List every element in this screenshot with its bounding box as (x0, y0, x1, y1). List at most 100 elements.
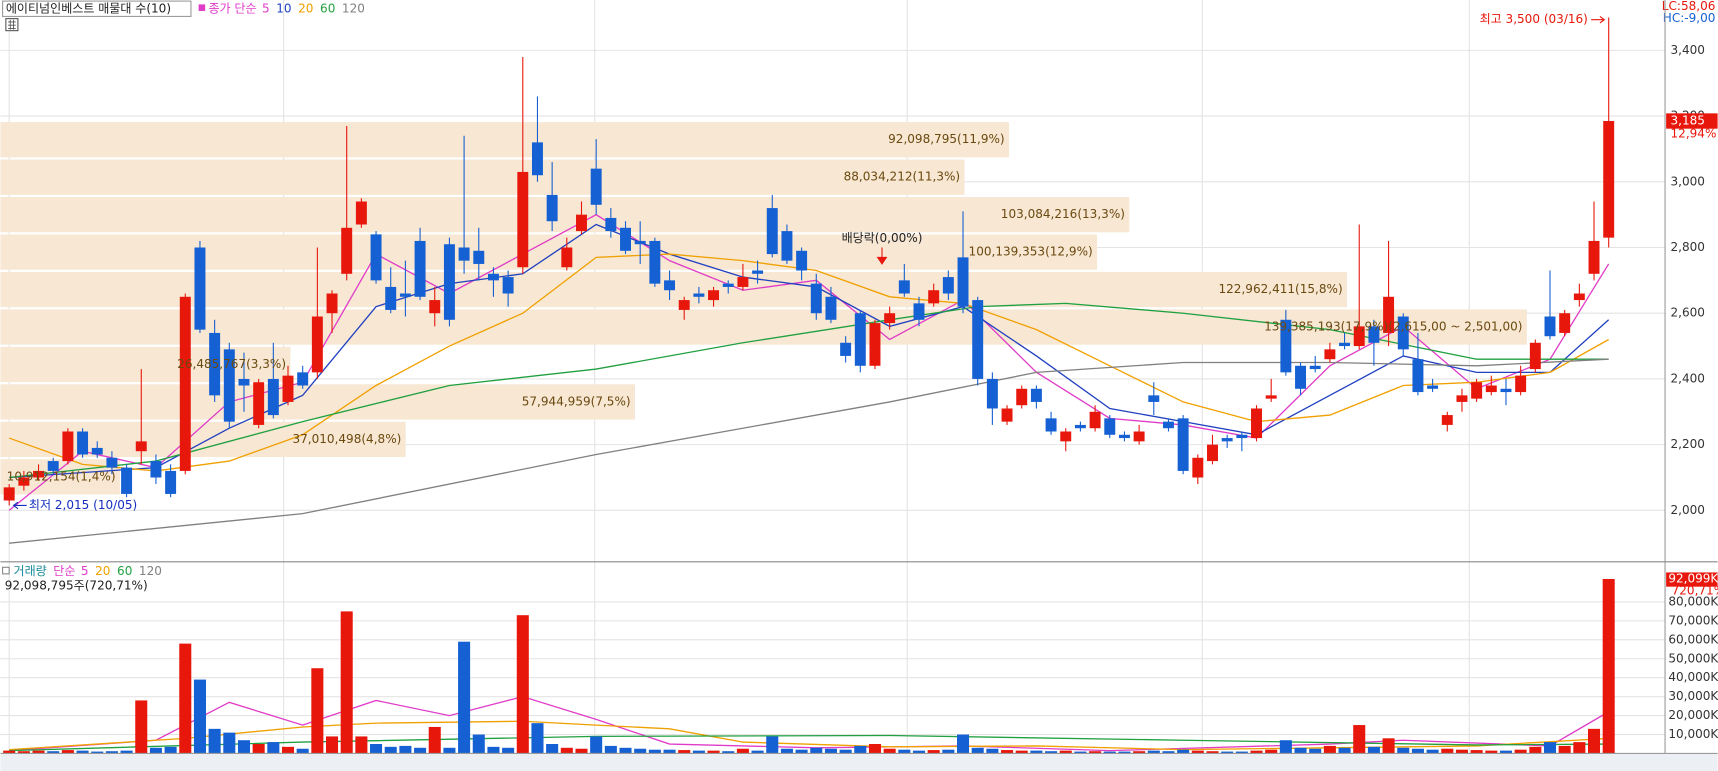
candle-body (1500, 388, 1512, 393)
volume-bar (414, 747, 427, 754)
dividend-annotation: 배당락(0,00%) (842, 231, 923, 245)
volume-bar (281, 746, 295, 754)
volume-bar (1353, 725, 1366, 754)
candle-body (414, 240, 426, 297)
volume-bar (355, 736, 368, 754)
candle-body (1368, 326, 1380, 343)
candle-body (1397, 316, 1409, 350)
candle-body (1309, 365, 1321, 370)
volume-bar (619, 747, 632, 754)
candle-body (62, 431, 74, 462)
volume-bar (707, 750, 720, 754)
candle-body (957, 257, 969, 307)
volume-bar (3, 750, 16, 754)
candle-body (825, 296, 837, 320)
legend-entry: 20 (95, 564, 110, 578)
candle-body (634, 240, 646, 245)
hc-label: HC:-9,00 (1663, 11, 1716, 25)
profile-label: 122,962,411(15,8%) (1218, 282, 1342, 296)
volume-bar (1074, 751, 1087, 754)
candle-body (1588, 240, 1600, 274)
candle-body (620, 227, 631, 251)
volume-bar (17, 751, 30, 754)
volume-bar (1529, 746, 1542, 754)
candle-body (238, 378, 250, 386)
volume-bar (516, 615, 529, 754)
arrow (12, 501, 27, 510)
candle-body (1559, 313, 1571, 333)
candle-body (898, 280, 910, 294)
candle-body (531, 142, 543, 176)
volume-bar (32, 750, 45, 754)
candle-body (311, 316, 323, 373)
volume-bar (663, 749, 676, 754)
volume-bar (1470, 750, 1483, 754)
price-tag (1666, 113, 1718, 129)
price-tag-label: 3,185 (1671, 114, 1705, 128)
candle-body (928, 290, 940, 304)
candle-body (781, 231, 793, 261)
y-tick-label: 2,000 (1671, 503, 1705, 517)
volume-tag (1666, 572, 1718, 587)
volume-bar (1455, 749, 1468, 754)
volume-bar (1147, 750, 1160, 754)
candle-body (664, 280, 676, 291)
y-tick-label: 2,800 (1671, 240, 1705, 254)
volume-bar (780, 748, 793, 754)
ma-line (9, 695, 1609, 752)
candle-body (1544, 316, 1556, 337)
volume-bar (575, 748, 588, 754)
candle-body (370, 234, 382, 281)
volume-bar (1543, 742, 1557, 754)
profile-label: 26,485,767(3,3%) (177, 357, 286, 371)
y-tick-label: 50,000K (1668, 651, 1718, 665)
candle-body (1177, 418, 1189, 471)
volume-bar (810, 747, 823, 754)
candle-body (91, 447, 103, 455)
volume-bar (384, 746, 397, 754)
volume-bar (179, 643, 192, 754)
profile-label: 37,010,498(4,8%) (292, 432, 401, 446)
candle-body (487, 273, 499, 281)
candle-body (165, 470, 177, 494)
volume-bar (898, 749, 911, 754)
volume-bar (1001, 750, 1014, 754)
volume-bar (986, 748, 999, 754)
candle-body (1030, 388, 1042, 402)
candle-body (1485, 385, 1497, 393)
candle-body (341, 227, 353, 274)
candle-body (1295, 365, 1307, 389)
candle-body (47, 461, 59, 471)
candle-body (1045, 418, 1057, 432)
volume-bar (634, 748, 647, 754)
y-tick-label: 3,400 (1671, 43, 1705, 57)
volume-bar (91, 751, 104, 754)
volume-bar (692, 750, 705, 754)
candle-body (722, 283, 734, 287)
candle-body (502, 277, 514, 294)
title: 에이티넘인베스트 매물대 수(10) (6, 1, 171, 15)
candle-body (1573, 293, 1585, 301)
volume-bar (1309, 748, 1322, 754)
volume-tag-label: 92,099K (1668, 572, 1718, 586)
volume-title: 거래량 (14, 564, 47, 578)
volume-bar (193, 679, 206, 754)
profile-label: 57,944,959(7,5%) (522, 394, 631, 408)
arrow (1591, 15, 1606, 24)
volume-bar (1485, 750, 1498, 754)
legend-entry: 120 (139, 564, 162, 578)
legend-entry: 5 (81, 564, 89, 578)
volume-bar (135, 700, 148, 754)
mark-layer (3, 17, 1615, 754)
ma-line (9, 223, 1610, 479)
volume-bar (472, 734, 485, 754)
y-tick-label: 40,000K (1668, 670, 1718, 684)
candle-body (253, 382, 265, 425)
candle-body (77, 431, 89, 455)
low-annotation: 최저 2,015 (10/05) (29, 498, 137, 512)
candle-body (1515, 375, 1527, 393)
x-axis-band (0, 753, 1718, 771)
candle-body (1324, 349, 1336, 360)
volume-bar (252, 744, 265, 754)
volume-bar (1162, 751, 1175, 754)
